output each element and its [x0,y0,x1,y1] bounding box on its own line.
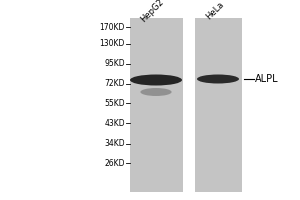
Text: 55KD: 55KD [104,98,125,108]
Bar [195,18,242,192]
Ellipse shape [197,74,239,84]
Text: HeLa: HeLa [204,0,226,22]
Ellipse shape [130,74,182,86]
Bar [130,18,242,192]
Text: 95KD: 95KD [104,60,125,68]
Ellipse shape [140,88,172,96]
Text: ALPL: ALPL [255,74,279,84]
Text: 26KD: 26KD [104,158,125,168]
Text: 43KD: 43KD [104,118,125,128]
Bar [183,18,195,192]
Text: 170KD: 170KD [100,22,125,31]
Bar [130,18,183,192]
Text: 72KD: 72KD [104,79,125,88]
Text: 34KD: 34KD [104,140,125,148]
Text: 130KD: 130KD [100,40,125,48]
Text: HepG2: HepG2 [139,0,165,24]
